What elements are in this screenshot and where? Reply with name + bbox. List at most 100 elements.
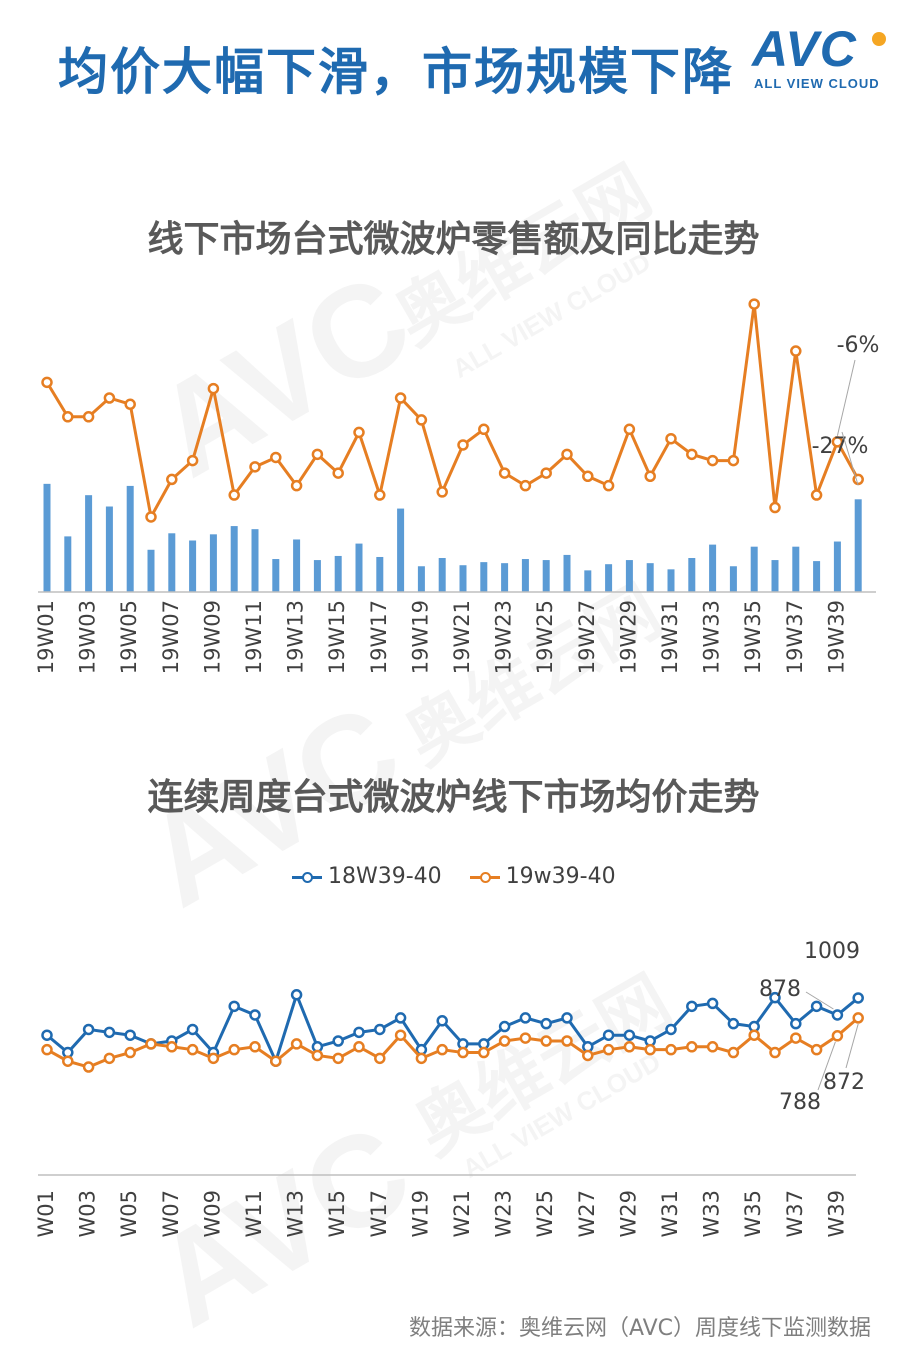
chart2-point-18W39-40-W20 — [436, 1015, 448, 1027]
bar-19W32 — [688, 558, 696, 592]
legend-label-19w: 19w39-40 — [505, 864, 616, 889]
yoy-point-19W23 — [498, 467, 511, 479]
chart2-point-19w39-40-W20 — [436, 1043, 448, 1056]
yoy-point-19W30 — [644, 470, 656, 482]
bar-19W27 — [584, 570, 592, 592]
chart2-tick-W19: W19 — [408, 1190, 432, 1238]
chart2-point-19w39-40-W18 — [394, 1029, 407, 1041]
chart1-label-19w40: -27% — [812, 434, 869, 459]
chart2-tick-W39: W39 — [824, 1190, 848, 1238]
legend-swatch-19w — [469, 866, 500, 888]
chart1-yoy-line — [45, 303, 860, 522]
chart2-point-19w39-40-W11 — [249, 1041, 261, 1053]
chart2-point-19w39-40-W12 — [270, 1055, 282, 1067]
chart2-point-19w39-40-W24 — [519, 1032, 532, 1044]
chart2-line-19w39-40 — [46, 1016, 860, 1069]
yoy-point-19W27 — [582, 470, 594, 482]
chart1-tick-19W01: 19W01 — [34, 600, 58, 674]
bar-19W24 — [521, 559, 529, 592]
chart2-point-18W39-40-W31 — [665, 1023, 677, 1036]
chart2-point-18W39-40-W13 — [290, 989, 303, 1001]
yoy-point-19W22 — [478, 423, 490, 436]
yoy-point-19W26 — [561, 448, 573, 461]
chart2-point-19w39-40-W01 — [41, 1043, 53, 1056]
chart2-point-19w39-40-W39 — [831, 1030, 844, 1042]
bar-19W31 — [667, 569, 675, 592]
chart1-tick-19W03: 19W03 — [76, 600, 100, 674]
chart2-point-18W39-40-W32 — [686, 1000, 698, 1013]
bar-19W38 — [813, 561, 821, 592]
chart2-point-19w39-40-W04 — [103, 1052, 116, 1065]
chart1-tick-19W37: 19W37 — [783, 600, 807, 674]
chart2-point-18W39-40-W04 — [103, 1026, 116, 1039]
chart2-point-18W39-40-W28 — [602, 1029, 615, 1041]
chart2-point-19w39-40-W09 — [207, 1052, 220, 1065]
chart2-point-19w39-40-W35 — [748, 1029, 760, 1041]
chart2-point-18W39-40-W24 — [519, 1012, 532, 1024]
chart2-point-19w39-40-W26 — [561, 1035, 573, 1047]
chart2-point-18W39-40-W03 — [82, 1023, 95, 1036]
chart2-point-19w39-40-W29 — [623, 1041, 636, 1053]
chart2-point-19w39-40-W22 — [478, 1046, 490, 1059]
yoy-point-19W36 — [769, 501, 781, 514]
chart2-point-19w39-40-W03 — [82, 1061, 95, 1073]
logo-text: AVC — [752, 21, 857, 77]
chart2-point-19w39-40-W40 — [852, 1012, 864, 1024]
bar-19W40 — [854, 499, 862, 592]
chart2-tick-W03: W03 — [76, 1190, 100, 1238]
yoy-point-19W35 — [748, 298, 760, 310]
chart2-point-19w39-40-W07 — [166, 1041, 178, 1053]
chart1-tick-19W35: 19W35 — [741, 600, 765, 674]
yoy-point-19W34 — [727, 454, 740, 467]
chart2-tick-W09: W09 — [200, 1190, 224, 1238]
chart2-point-18W39-40-W01 — [41, 1029, 53, 1041]
bar-19W03 — [85, 495, 93, 592]
chart2-point-18W39-40-W38 — [810, 1000, 823, 1013]
bar-19W29 — [625, 560, 633, 592]
chart2-point-19w39-40-W08 — [186, 1043, 199, 1056]
bar-19W26 — [563, 554, 571, 592]
chart2-point-19w39-40-W25 — [540, 1035, 552, 1047]
yoy-point-19W20 — [436, 486, 448, 498]
chart2-tick-W35: W35 — [741, 1190, 765, 1238]
chart2-point-18W39-40-W39 — [831, 1009, 844, 1021]
chart2-tick-W07: W07 — [159, 1190, 183, 1238]
chart2-label-878: 878 — [759, 977, 801, 1002]
chart2-point-19w39-40-W33 — [706, 1041, 719, 1053]
chart2-point-18W39-40-W34 — [727, 1017, 740, 1030]
chart2-point-19w39-40-W23 — [498, 1035, 511, 1047]
chart2-point-18W39-40-W40 — [852, 992, 864, 1004]
bar-19W06 — [147, 549, 155, 592]
yoy-point-19W39 — [831, 436, 844, 448]
bar-19W15 — [334, 555, 342, 592]
chart1-label-19w39: -6% — [837, 333, 880, 358]
chart2-point-19w39-40-W02 — [62, 1055, 74, 1067]
chart2-leader-878 — [805, 991, 834, 1010]
bar-19W39 — [833, 541, 841, 592]
chart1-tick-19W25: 19W25 — [533, 600, 557, 674]
yoy-point-19W10 — [228, 489, 240, 501]
bar-19W05 — [126, 485, 134, 592]
yoy-point-19W08 — [186, 454, 199, 467]
chart2-label-788: 788 — [779, 1090, 821, 1115]
yoy-point-19W32 — [686, 448, 698, 461]
chart2-legend: 18W39-40 19w39-40 — [292, 864, 616, 889]
bar-19W02 — [64, 536, 72, 592]
chart2-point-19w39-40-W32 — [686, 1041, 698, 1053]
chart2-point-19w39-40-W19 — [415, 1052, 428, 1065]
yoy-point-19W28 — [602, 479, 615, 492]
yoy-point-19W37 — [790, 345, 802, 357]
bar-19W25 — [542, 560, 550, 592]
bar-19W17 — [376, 556, 384, 592]
chart2-point-18W39-40-W25 — [540, 1017, 552, 1030]
chart2-line-18W39-40 — [46, 990, 860, 1066]
chart2-point-18W39-40-W37 — [790, 1017, 802, 1030]
avc-logo: AVC ALL VIEW CLOUD — [752, 18, 892, 98]
bar-19W13 — [293, 539, 301, 592]
chart1-tick-19W05: 19W05 — [117, 600, 141, 674]
chart1-tick-19W15: 19W15 — [325, 600, 349, 674]
chart1-leader-19w39 — [836, 359, 856, 436]
chart1-tick-19W17: 19W17 — [367, 600, 391, 674]
chart2-point-18W39-40-W26 — [561, 1012, 573, 1024]
